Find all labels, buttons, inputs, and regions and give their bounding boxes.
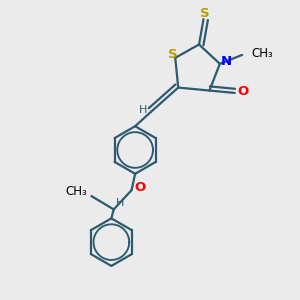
- Text: S: S: [200, 8, 210, 20]
- Text: H: H: [138, 105, 147, 115]
- Text: CH₃: CH₃: [251, 47, 273, 60]
- Text: O: O: [134, 181, 146, 194]
- Text: S: S: [168, 48, 178, 61]
- Text: CH₃: CH₃: [65, 185, 87, 198]
- Text: H: H: [116, 198, 124, 208]
- Text: N: N: [221, 55, 232, 68]
- Text: O: O: [237, 85, 249, 98]
